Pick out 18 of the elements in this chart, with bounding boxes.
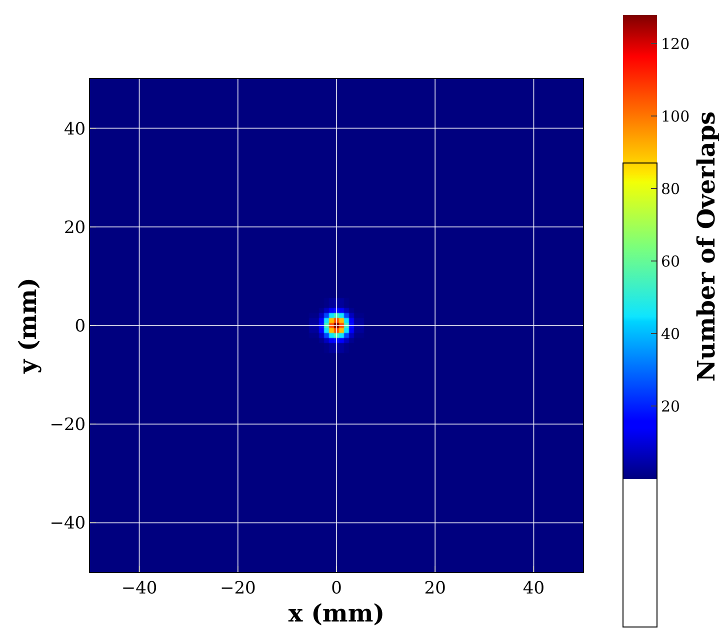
y-tick-label: 40	[64, 119, 86, 140]
color-bar-label: 120	[661, 34, 690, 53]
y-tick-label: 0	[74, 316, 86, 336]
y-tick-label: 20	[64, 218, 86, 238]
x-tick-label: 40	[522, 578, 545, 598]
color-bar-label: 40	[661, 324, 680, 343]
x-tick-label: −40	[121, 578, 158, 598]
y-axis-title: y (mm)	[12, 278, 42, 374]
x-axis-title: x (mm)	[288, 598, 385, 628]
color-bar-label: 20	[661, 397, 680, 416]
color-bar-label: 80	[661, 180, 680, 198]
color-bar-label: 60	[661, 252, 680, 270]
x-tick-label: 0	[331, 578, 342, 598]
color-bar-label: 100	[661, 107, 690, 126]
y-tick-label: −20	[50, 415, 86, 436]
y-tick-label: −40	[50, 514, 86, 534]
x-tick-label: −20	[220, 578, 256, 598]
x-tick-label: 20	[424, 578, 446, 598]
